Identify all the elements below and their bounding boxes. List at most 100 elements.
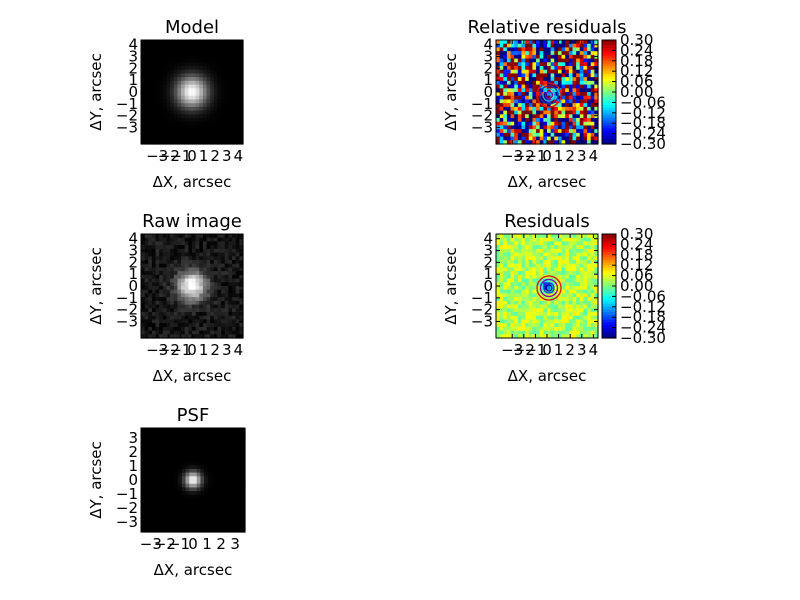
- heatmap-cell: [206, 40, 211, 45]
- heatmap-cell: [590, 234, 595, 239]
- heatmap-cell: [539, 297, 544, 302]
- heatmap-cell: [184, 80, 189, 86]
- heatmap-cell: [565, 289, 570, 295]
- heatmap-cell: [565, 293, 570, 298]
- heatmap-cell: [144, 129, 149, 134]
- heatmap-cell: [543, 40, 548, 45]
- heatmap-cell: [159, 121, 164, 127]
- heatmap-cell: [155, 110, 160, 115]
- heatmap-cell: [557, 278, 563, 283]
- heatmap-cell: [188, 289, 193, 295]
- heatmap-cell: [590, 103, 595, 108]
- heatmap-cell: [496, 326, 501, 332]
- heatmap-cell: [554, 256, 559, 261]
- heatmap-cell: [141, 498, 146, 503]
- heatmap-cell: [532, 106, 537, 112]
- heatmap-cell: [506, 95, 512, 101]
- heatmap-cell: [525, 293, 530, 298]
- heatmap-cell: [152, 494, 157, 500]
- heatmap-cell: [155, 293, 160, 298]
- heatmap-cell: [210, 69, 215, 75]
- heatmap-cell: [159, 43, 164, 49]
- heatmap-cell: [155, 256, 160, 261]
- heatmap-cell: [572, 88, 577, 93]
- heatmap-cell: [159, 304, 164, 309]
- heatmap-cell: [206, 54, 211, 60]
- heatmap-cell: [163, 480, 168, 485]
- heatmap-cell: [141, 304, 146, 309]
- heatmap-cell: [232, 260, 237, 265]
- heatmap-cell: [199, 263, 204, 269]
- heatmap-cell: [528, 103, 534, 108]
- heatmap-cell: [525, 121, 530, 127]
- heatmap-cell: [195, 84, 200, 89]
- heatmap-cell: [576, 77, 581, 82]
- heatmap-cell: [590, 110, 595, 115]
- heatmap-cell: [148, 308, 153, 313]
- heatmap-cell: [148, 114, 153, 119]
- heatmap-cell: [576, 118, 581, 123]
- heatmap-cell: [196, 442, 202, 448]
- heatmap-cell: [148, 88, 153, 93]
- heatmap-cell: [232, 282, 237, 287]
- heatmap-cell: [155, 465, 161, 470]
- heatmap-cell: [210, 293, 215, 298]
- heatmap-cell: [177, 308, 182, 313]
- heatmap-cell: [525, 80, 530, 86]
- heatmap-cell: [561, 47, 566, 52]
- heatmap-cell: [174, 498, 179, 503]
- heatmap-cell: [561, 110, 566, 115]
- heatmap-cell: [547, 308, 552, 313]
- heatmap-cell: [166, 118, 171, 123]
- heatmap-cell: [215, 468, 220, 474]
- heatmap-cell: [547, 54, 552, 60]
- heatmap-cell: [199, 289, 204, 295]
- heatmap-cell: [185, 506, 190, 511]
- heatmap-cell: [224, 77, 230, 82]
- heatmap-cell: [579, 323, 585, 328]
- heatmap-cell: [166, 125, 171, 130]
- heatmap-cell: [547, 260, 552, 265]
- heatmap-cell: [167, 498, 172, 503]
- heatmap-cell: [230, 483, 235, 489]
- heatmap-cell: [181, 66, 186, 71]
- heatmap-cell: [539, 140, 544, 145]
- y-tick-label: 2: [128, 59, 138, 77]
- heatmap-cell: [517, 95, 523, 101]
- heatmap-cell: [141, 428, 146, 433]
- heatmap-cell: [202, 99, 208, 104]
- heatmap-cell: [163, 491, 168, 496]
- heatmap-cell: [192, 69, 197, 75]
- heatmap-cell: [159, 468, 164, 474]
- heatmap-cell: [525, 125, 530, 130]
- heatmap-cell: [210, 66, 215, 71]
- heatmap-cell: [557, 334, 563, 339]
- heatmap-cell: [568, 62, 574, 67]
- heatmap-cell: [195, 140, 200, 145]
- contour-ring: [539, 278, 559, 298]
- heatmap-cell: [185, 509, 190, 515]
- heatmap-cell: [503, 286, 508, 291]
- heatmap-cell: [192, 271, 197, 276]
- heatmap-cell: [155, 92, 160, 97]
- heatmap-cell: [241, 483, 246, 489]
- heatmap-cell: [565, 267, 570, 272]
- colorbar-tick-label: 0.00: [620, 83, 653, 101]
- heatmap-cell: [170, 234, 175, 239]
- heatmap-cell: [141, 77, 146, 82]
- heatmap-cell: [207, 480, 213, 485]
- heatmap-cell: [510, 132, 515, 138]
- heatmap-cell: [217, 73, 222, 78]
- heatmap-cell: [239, 263, 244, 269]
- heatmap-cell: [151, 245, 157, 250]
- heatmap-cell: [503, 62, 508, 67]
- heatmap-cell: [184, 300, 189, 306]
- heatmap-cell: [517, 118, 523, 123]
- heatmap-cell: [579, 282, 585, 287]
- heatmap-cell: [166, 271, 171, 276]
- heatmap-cell: [565, 66, 570, 71]
- heatmap-cell: [239, 106, 244, 112]
- heatmap-cell: [514, 312, 519, 317]
- colorbar-tick-label: 0.18: [620, 246, 653, 264]
- x-tick-label: 0: [187, 341, 197, 359]
